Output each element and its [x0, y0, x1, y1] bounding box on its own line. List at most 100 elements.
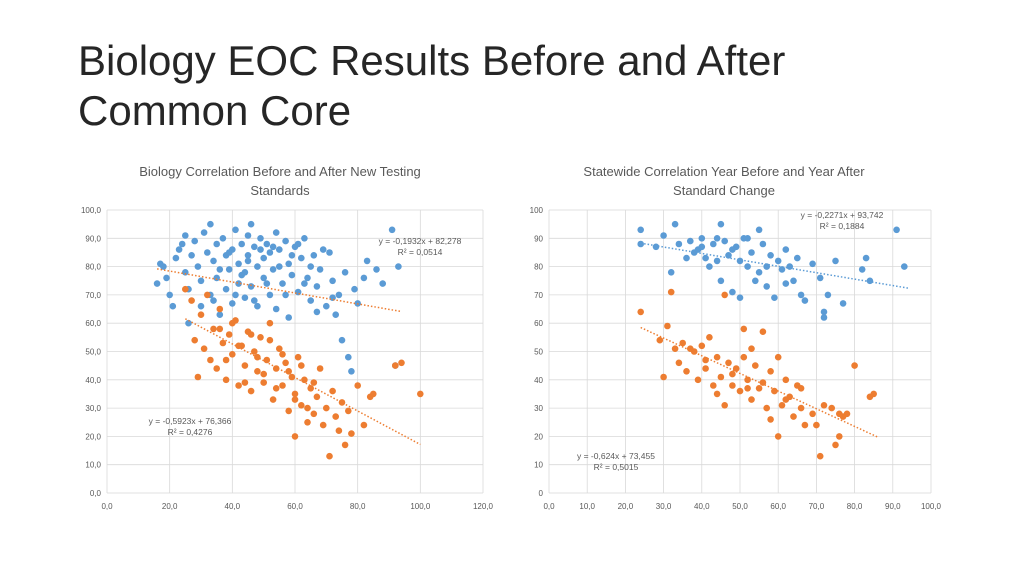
data-point	[272, 229, 280, 236]
data-point	[851, 362, 858, 369]
data-point	[266, 291, 274, 299]
data-point	[671, 345, 679, 352]
data-point	[398, 359, 405, 367]
data-point	[304, 419, 311, 426]
data-point	[345, 353, 352, 361]
data-point	[335, 427, 343, 435]
data-point	[257, 235, 264, 242]
data-point	[247, 283, 255, 290]
data-point	[329, 277, 336, 285]
y-tick-label: 50,0	[85, 348, 101, 357]
data-point	[820, 308, 828, 316]
data-point	[771, 387, 778, 395]
x-tick-label: 120,0	[473, 502, 494, 511]
data-point	[786, 263, 793, 270]
data-point	[276, 345, 283, 352]
slide-title-line-1: Biology EOC Results Before and After	[78, 37, 786, 84]
data-point	[294, 353, 302, 361]
data-point	[276, 263, 283, 270]
data-point	[313, 308, 321, 316]
data-point	[272, 305, 280, 313]
data-point	[809, 260, 816, 268]
data-point	[763, 404, 770, 412]
series-before	[153, 220, 402, 375]
data-point	[207, 356, 214, 364]
data-point	[752, 277, 759, 285]
data-point	[241, 379, 249, 386]
data-point	[225, 331, 233, 338]
data-point	[370, 390, 377, 398]
data-point	[862, 254, 870, 262]
data-point	[323, 302, 330, 310]
data-point	[748, 345, 755, 352]
data-point	[254, 263, 261, 270]
data-point	[232, 291, 239, 299]
x-tick-label: 70,0	[809, 502, 825, 511]
data-point	[263, 280, 271, 287]
y-tick-label: 100,0	[81, 206, 102, 215]
data-point	[213, 274, 220, 282]
data-point	[247, 387, 255, 395]
data-point	[698, 235, 706, 242]
data-point	[637, 226, 644, 234]
data-point	[354, 382, 362, 389]
data-point	[222, 285, 230, 293]
data-point	[794, 254, 801, 262]
data-point	[683, 368, 690, 375]
data-point	[373, 266, 380, 273]
data-point	[219, 235, 227, 242]
data-point	[858, 266, 866, 273]
data-point	[740, 353, 748, 361]
chart-title-line-1: Statewide Correlation Year Before and Ye…	[583, 164, 865, 179]
data-point	[282, 291, 289, 299]
trendline-r-squared-label: R² = 0,1884	[820, 221, 865, 231]
y-tick-label: 20	[534, 432, 543, 441]
data-point	[782, 246, 790, 253]
data-point	[160, 263, 167, 270]
data-point	[279, 382, 286, 389]
data-point	[729, 288, 736, 296]
data-point	[774, 353, 782, 361]
data-point	[729, 246, 736, 253]
data-point	[667, 269, 675, 276]
data-point	[748, 396, 755, 403]
data-point	[338, 399, 346, 406]
data-point	[395, 263, 402, 270]
data-point	[235, 382, 242, 389]
data-point	[178, 240, 186, 248]
data-point	[194, 263, 202, 270]
data-point	[291, 390, 299, 398]
data-point	[713, 257, 721, 265]
chart-title-line-1: Biology Correlation Before and After New…	[139, 164, 421, 179]
slide-title: Biology EOC Results Before and After Com…	[78, 36, 978, 136]
data-point	[175, 246, 183, 253]
data-point	[298, 402, 305, 409]
data-point	[247, 220, 255, 228]
trendline-r-squared-label: R² = 0,0514	[398, 247, 443, 257]
data-point	[191, 336, 198, 344]
data-point	[269, 266, 277, 273]
data-point	[316, 266, 324, 273]
data-point	[197, 311, 205, 318]
chart-title: Biology Correlation Before and After New…	[70, 162, 490, 200]
data-point	[782, 396, 790, 403]
data-point	[755, 385, 763, 392]
data-point	[182, 232, 189, 239]
data-point	[759, 379, 767, 386]
data-point	[307, 263, 314, 270]
data-point	[710, 382, 717, 389]
data-point	[832, 257, 839, 265]
data-point	[319, 421, 327, 429]
data-point	[702, 356, 709, 364]
data-point	[191, 237, 198, 245]
data-point	[717, 277, 725, 285]
data-point	[329, 294, 336, 301]
data-point	[752, 362, 759, 369]
data-point	[153, 280, 161, 287]
data-point	[363, 257, 371, 265]
y-tick-label: 10	[534, 461, 543, 470]
data-point	[778, 402, 786, 409]
data-point	[194, 373, 202, 381]
data-point	[721, 237, 728, 245]
data-point	[706, 263, 713, 270]
